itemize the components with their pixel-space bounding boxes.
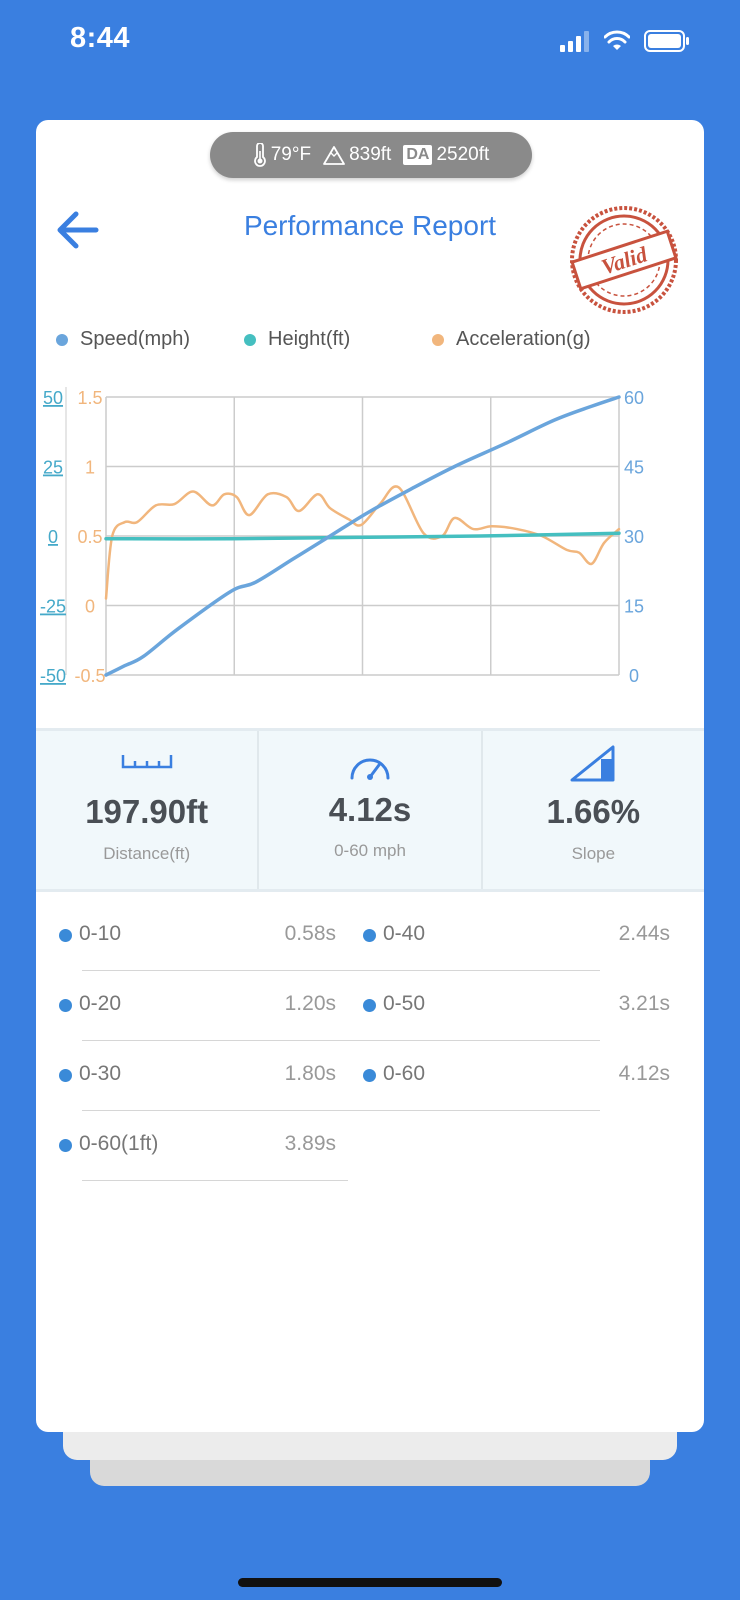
stats-row: 197.90ft Distance(ft) 4.12s 0-60 mph 1.6… [36,728,704,892]
status-icons [560,28,690,54]
split-divider [82,1180,348,1181]
chart-legend: Speed(mph) Height(ft) Acceleration(g) [56,328,696,358]
back-arrow-icon [57,211,99,249]
stat-zero-to-sixty: 4.12s 0-60 mph [257,731,480,889]
altitude-item: 839ft [323,144,391,166]
status-time: 8:44 [70,22,131,54]
acceleration-tick-label: 0 [85,597,95,617]
legend-item-speed: Speed(mph) [56,328,190,351]
distance-value: 197.90ft [85,793,209,830]
temperature-item: 79°F [253,143,311,167]
thermometer-icon [253,143,266,167]
valid-stamp: Valid [570,206,678,314]
split-row: 0-60 4.12s [82,1050,692,1120]
split-label: 0-10 [79,922,122,945]
split-value: 2.44s [618,922,670,945]
split-label: 0-50 [383,992,426,1015]
height-tick-label: 25 [43,458,63,478]
split-divider [82,1040,600,1041]
cellular-signal-icon [560,31,589,52]
speed-tick-label: 60 [624,388,644,408]
height-series-line [104,531,621,541]
split-label: 0-20 [79,992,122,1015]
report-card: 79°F 839ft DA 2520ft Performance Report … [36,120,704,1432]
split-label: 0-60(1ft) [79,1132,159,1155]
temperature-value: 79°F [270,144,312,165]
split-bullet [363,929,376,942]
split-label: 0-40 [383,922,426,945]
ruler-icon [121,755,172,769]
density-altitude-item: DA 2520ft [403,144,489,166]
mountain-icon [323,146,345,165]
distance-label: Distance(ft) [103,844,191,863]
acceleration-tick-label: -0.5 [74,666,105,686]
speed-tick-label: 45 [624,458,644,478]
split-bullet [363,1069,376,1082]
split-value: 1.20s [284,992,336,1015]
speed-tick-label: 0 [629,666,639,686]
split-value: 1.80s [284,1062,336,1085]
slope-label: Slope [571,844,616,863]
split-value: 3.21s [618,992,670,1015]
zero-to-sixty-value: 4.12s [328,791,412,828]
legend-dot-height [244,333,256,346]
page-title: Performance Report [243,210,497,241]
split-bullet [59,999,72,1012]
height-tick-label: 0 [48,527,58,547]
acceleration-tick-label: 1.5 [77,388,102,408]
split-divider [82,1110,600,1111]
split-value: 0.58s [284,922,336,945]
split-bullet [59,929,72,942]
status-bar: 8:44 [0,0,740,80]
legend-dot-speed [56,333,68,346]
stat-distance: 197.90ft Distance(ft) [36,731,257,889]
environment-pill: 79°F 839ft DA 2520ft [210,132,532,178]
acceleration-tick-label: 0.5 [77,527,102,547]
split-row: 0-30 1.80s [36,1050,366,1120]
split-row: 0-60(1ft) 3.89s [36,1120,366,1190]
battery-icon [644,30,689,52]
wifi-icon [604,30,630,50]
legend-label-height: Height(ft) [268,328,351,350]
speed-tick-label: 30 [624,527,644,547]
legend-dot-acceleration [432,333,444,346]
legend-item-height: Height(ft) [244,328,350,351]
legend-label-speed: Speed(mph) [80,328,191,350]
slope-icon [570,745,615,782]
slope-value: 1.66% [546,793,641,830]
performance-chart: 50 1.5 60 25 1 45 0 0.5 30 -25 0 15 -50 -0.5 0 [40,387,644,686]
speed-tick-label: 15 [624,597,644,617]
legend-label-acceleration: Acceleration(g) [456,328,591,350]
zero-to-sixty-label: 0-60 mph [334,841,406,860]
split-row: 0-40 2.44s [82,910,692,980]
back-button[interactable] [52,208,100,256]
split-label: 0-30 [79,1062,122,1085]
density-altitude-value: 2520ft [436,144,490,165]
split-value: 3.89s [284,1132,336,1155]
split-label: 0-60 [383,1062,426,1085]
height-tick-label: -25 [40,597,66,617]
height-tick-label: -50 [40,666,66,686]
split-bullet [363,999,376,1012]
split-row: 0-50 3.21s [82,980,692,1050]
height-tick-label: 50 [43,388,63,408]
altitude-value: 839ft [349,144,392,165]
density-altitude-badge: DA [403,145,433,165]
legend-item-acceleration: Acceleration(g) [432,328,591,351]
split-bullet [59,1069,72,1082]
home-indicator[interactable] [238,1578,502,1587]
split-value: 4.12s [618,1062,670,1085]
speedometer-icon [350,758,390,780]
speed-series-line [104,395,621,677]
stat-slope: 1.66% Slope [480,731,704,889]
split-divider [82,970,600,971]
acceleration-tick-label: 1 [85,458,95,478]
split-bullet [59,1139,72,1152]
